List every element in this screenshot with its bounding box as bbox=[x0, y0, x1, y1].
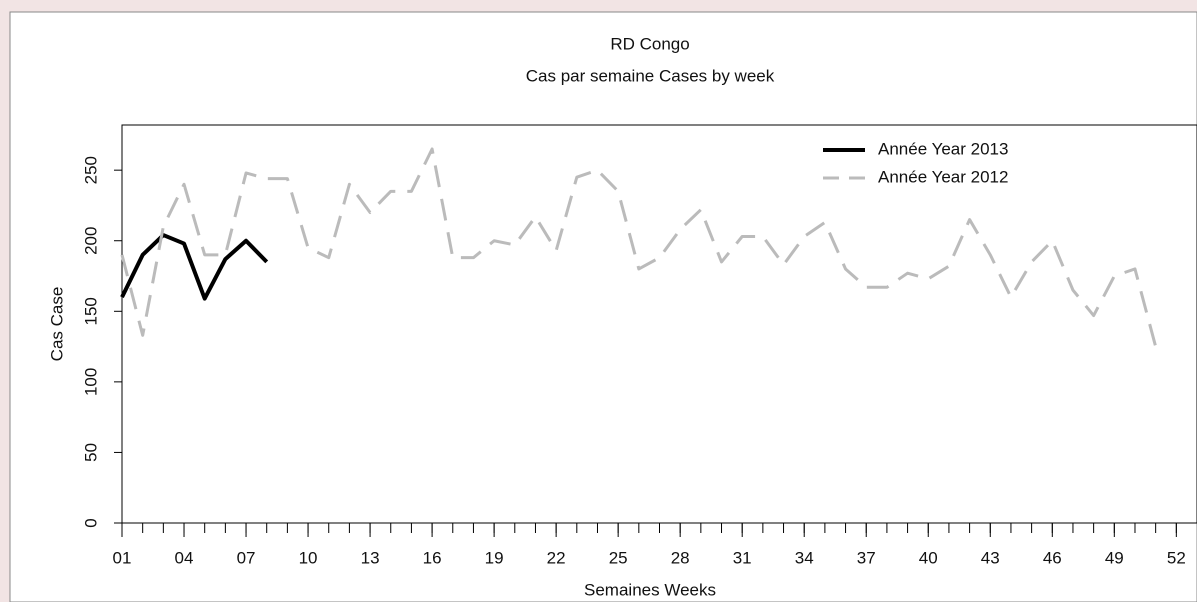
x-tick-label: 49 bbox=[1105, 548, 1124, 567]
x-tick-label: 37 bbox=[857, 548, 876, 567]
x-tick-label: 13 bbox=[361, 548, 380, 567]
panel bbox=[9, 11, 1197, 602]
x-tick-label: 01 bbox=[113, 548, 132, 567]
y-tick-label: 200 bbox=[81, 227, 100, 255]
x-tick-label: 10 bbox=[299, 548, 318, 567]
x-tick-label: 25 bbox=[609, 548, 628, 567]
x-tick-label: 52 bbox=[1167, 548, 1186, 567]
y-tick-label: 250 bbox=[81, 156, 100, 184]
chart-title: RD Congo bbox=[610, 34, 689, 53]
y-tick-label: 0 bbox=[81, 518, 100, 527]
x-tick-label: 07 bbox=[237, 548, 256, 567]
y-tick-label: 50 bbox=[81, 443, 100, 462]
x-tick-label: 04 bbox=[175, 548, 194, 567]
x-tick-label: 34 bbox=[795, 548, 814, 567]
x-tick-label: 46 bbox=[1043, 548, 1062, 567]
legend-label: Année Year 2012 bbox=[878, 167, 1008, 186]
x-tick-label: 28 bbox=[671, 548, 690, 567]
x-tick-label: 19 bbox=[485, 548, 504, 567]
x-tick-label: 16 bbox=[423, 548, 442, 567]
x-tick-label: 22 bbox=[547, 548, 566, 567]
x-tick-label: 43 bbox=[981, 548, 1000, 567]
y-tick-label: 150 bbox=[81, 297, 100, 325]
series-line bbox=[120, 233, 269, 301]
x-tick-label: 40 bbox=[919, 548, 938, 567]
x-axis-label: Semaines Weeks bbox=[584, 580, 716, 599]
y-axis-label: Cas Case bbox=[47, 287, 66, 362]
x-tick-label: 31 bbox=[733, 548, 752, 567]
y-tick-label: 100 bbox=[81, 368, 100, 396]
legend-label: Année Year 2013 bbox=[878, 139, 1008, 158]
series-line bbox=[120, 147, 1158, 347]
chart-subtitle: Cas par semaine Cases by week bbox=[526, 66, 775, 85]
